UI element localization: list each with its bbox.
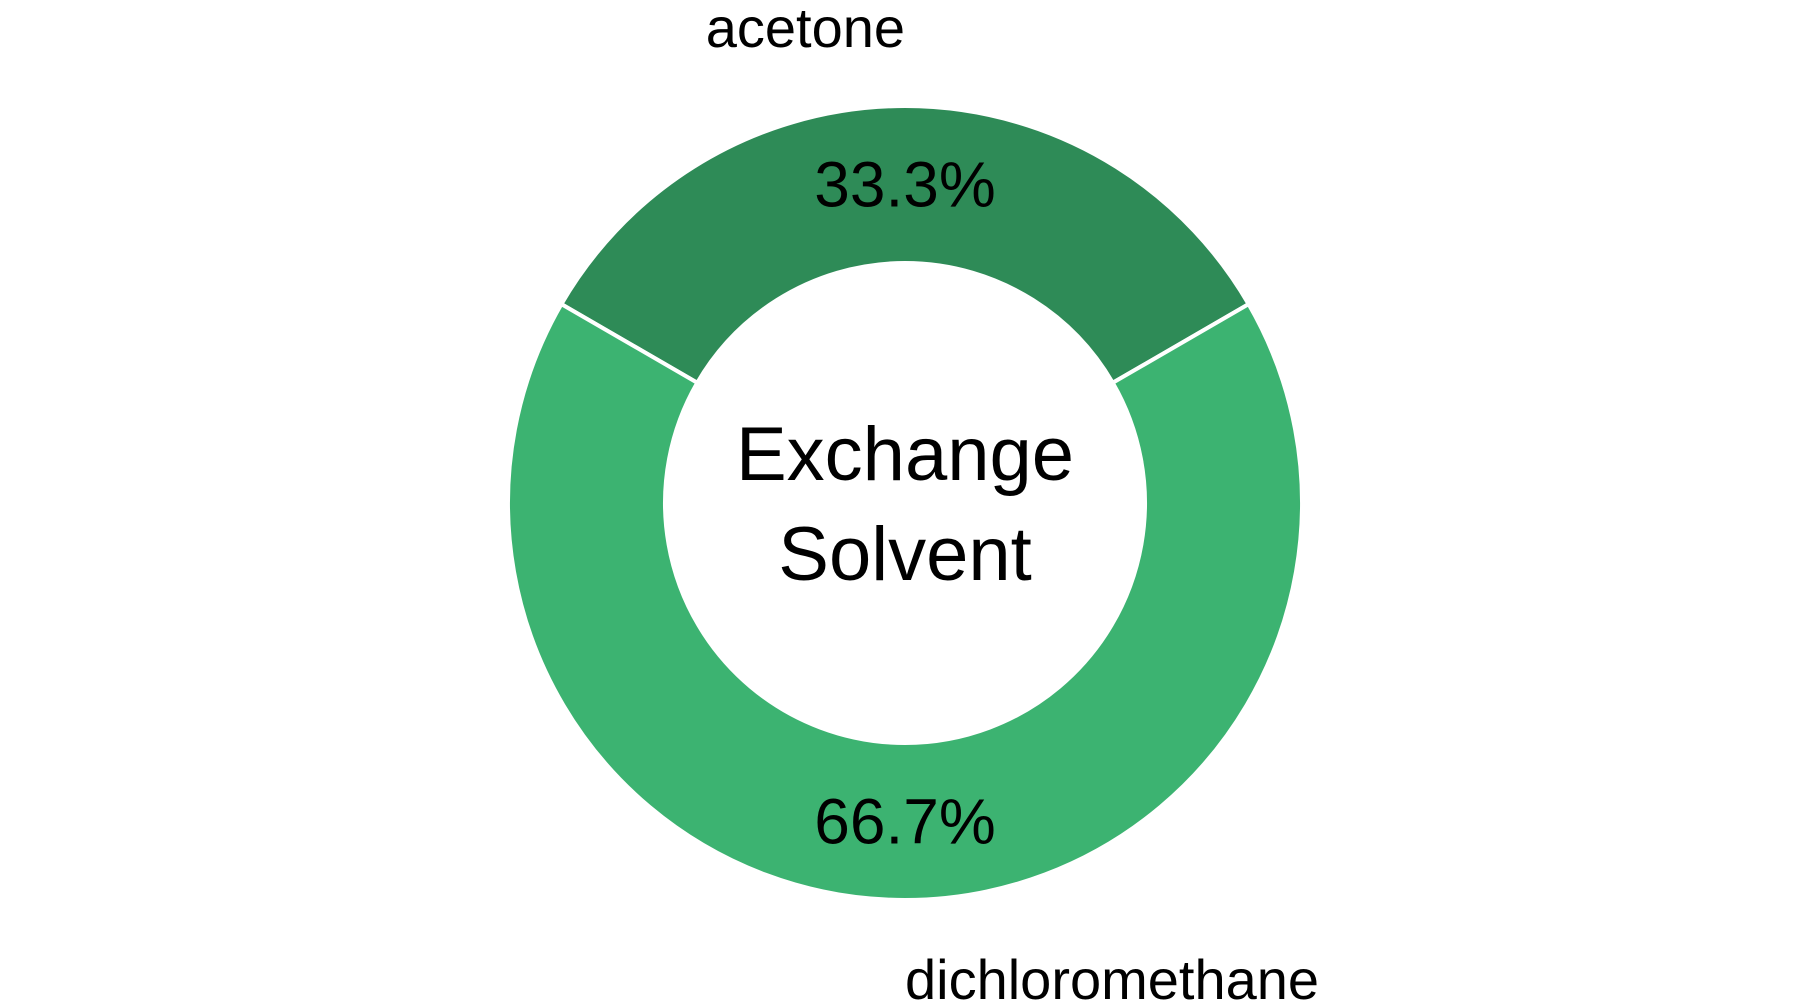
percent-label-dichloromethane: 66.7% xyxy=(814,786,995,858)
center-title-line-1: Exchange xyxy=(736,412,1074,497)
slices-layer xyxy=(506,104,1304,902)
slice-dichloromethane xyxy=(506,301,1304,902)
center-title-line-2: Solvent xyxy=(778,512,1032,597)
percent-label-acetone: 33.3% xyxy=(814,149,995,221)
labels-layer: 33.3% acetone 66.7% dichloromethane xyxy=(706,0,1319,1000)
category-label-dichloromethane: dichloromethane xyxy=(905,948,1319,1000)
category-label-acetone: acetone xyxy=(706,0,905,59)
slice-acetone xyxy=(558,104,1252,386)
